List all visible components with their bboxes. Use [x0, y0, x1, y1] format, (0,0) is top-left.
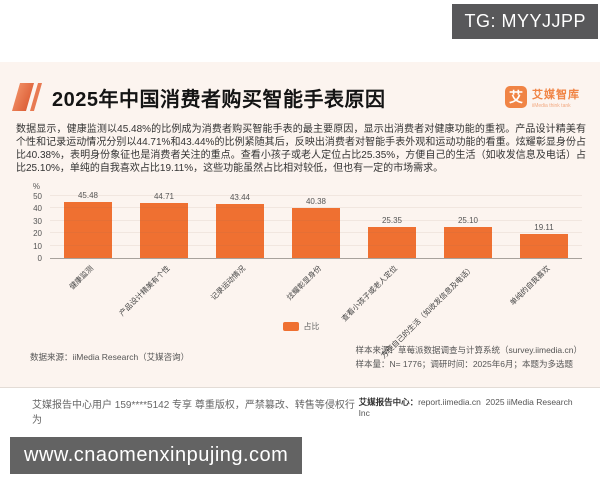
bar-group: 44.71 产品设计精美有个性 [117, 183, 202, 318]
y-axis-tick: 0 [37, 254, 42, 263]
bar-group: 19.11 单纯的自我喜欢 [506, 183, 582, 307]
report-center-text: 艾媒报告中心：report.iimedia.cn 2025 iiMedia Re… [359, 396, 582, 418]
gridline [50, 207, 582, 209]
category-label: 产品设计精美有个性 [116, 263, 172, 318]
watermark-badge: www.cnaomenxinpujing.com [10, 437, 303, 474]
copyright-text: 艾媒报告中心用户 159****5142 专享 尊重版权，严禁篡改、转售等侵权行… [32, 400, 355, 426]
report-center-url: report.iimedia.cn [418, 397, 481, 407]
iimedia-logo-icon: 艾 [505, 86, 527, 108]
category-label: 健康监测 [67, 263, 96, 292]
bar [64, 201, 112, 258]
chart-plot-area: % 0 10 20 30 40 50 45.48 健康监测 44.71 产品设计精美有个性 43.… [16, 182, 586, 360]
bar-group: 40.38 炫耀彰显身份 [278, 183, 354, 302]
bar-chart: % 0 10 20 30 40 50 45.48 健康监测 44.71 产品设计精美有个性 43.… [16, 182, 586, 360]
gridline [50, 232, 582, 234]
y-axis-tick: 20 [33, 229, 42, 239]
bar-group: 25.35 查看小孩子或老人定位 [340, 183, 430, 323]
brand-logo: 艾 艾媒智库 iiMedia think tank [505, 86, 580, 109]
category-label: 炫耀彰显身份 [284, 263, 324, 302]
bar [368, 226, 416, 258]
y-axis-tick: 40 [33, 204, 42, 214]
y-axis-tick: 10 [33, 241, 42, 251]
copyright-footer: 艾媒报告中心用户 159****5142 专享 尊重版权，严禁篡改、转售等侵权行… [0, 392, 600, 426]
y-axis: % 0 10 20 30 40 50 [16, 182, 50, 263]
brand-name-en: iiMedia think tank [532, 102, 571, 109]
bar [140, 202, 188, 258]
sample-size-note: 样本量：N= 1776；调研时间：2025年6月；本题为多选题 [355, 359, 573, 369]
card-header: 2025年中国消费者购买智能手表原因 艾 艾媒智库 iiMedia think … [11, 76, 586, 118]
bar-group: 45.48 健康监测 [50, 183, 126, 291]
report-card: 2025年中国消费者购买智能手表原因 艾 艾媒智库 iiMedia think … [0, 62, 600, 388]
bar-value-label: 43.44 [229, 193, 251, 203]
sample-notes: 样本来源：草莓派数据调查与计算系统（survey.iimedia.cn） 样本量… [355, 343, 582, 371]
gridline [50, 244, 582, 246]
tg-contact-badge: TG: MYYJJPP [452, 4, 598, 39]
legend-swatch-icon [282, 322, 299, 331]
bar [520, 234, 568, 258]
bar-value-label: 44.71 [153, 191, 175, 201]
bar [216, 204, 264, 258]
data-source-note: 数据来源：iiMedia Research（艾媒咨询） [30, 352, 190, 362]
page-title: 2025年中国消费者购买智能手表原因 [52, 88, 386, 111]
sample-source-note: 样本来源：草莓派数据调查与计算系统（survey.iimedia.cn） [355, 345, 582, 355]
legend-label: 占比 [303, 322, 320, 331]
gridline [50, 219, 582, 221]
bar-value-label: 25.35 [381, 215, 403, 225]
bar [292, 207, 340, 258]
bar-value-label: 40.38 [305, 196, 327, 206]
bar [444, 226, 492, 258]
bar-value-label: 45.48 [77, 190, 99, 200]
brand-name-cn: 艾媒智库 [532, 88, 580, 101]
slash-marker-icon [11, 83, 43, 111]
bar-group: 25.10 方便自己的生活（如收发信息及电话） [379, 183, 506, 360]
bar-group: 43.44 记录运动情况 [202, 183, 278, 302]
bars-row: 45.48 健康监测 44.71 产品设计精美有个性 43.44 记录运动情况 40.38 炫… [50, 183, 582, 360]
category-label: 单纯的自我喜欢 [507, 263, 552, 308]
report-center-label: 艾媒报告中心： [358, 397, 419, 407]
category-label: 查看小孩子或老人定位 [339, 263, 400, 324]
gridline [50, 195, 582, 196]
y-axis-unit: % [32, 182, 40, 191]
plot: 45.48 健康监测 44.71 产品设计精美有个性 43.44 记录运动情况 40.38 炫… [50, 183, 582, 360]
chart-legend: 占比 [16, 321, 586, 332]
bar-value-label: 19.11 [534, 223, 554, 233]
y-axis-tick: 50 [33, 192, 42, 201]
title-wrap: 2025年中国消费者购买智能手表原因 [11, 83, 386, 112]
source-notes: 数据来源：iiMedia Research（艾媒咨询） 样本来源：草莓派数据调查… [16, 343, 586, 371]
y-axis-tick: 30 [33, 216, 42, 226]
brand-text: 艾媒智库 iiMedia think tank [532, 86, 580, 109]
report-center-company: 2025 iiMedia Research Inc [358, 397, 573, 418]
bar-value-label: 25.10 [457, 215, 479, 225]
category-label: 记录运动情况 [208, 263, 248, 302]
summary-paragraph: 数据显示，健康监测以45.48%的比例成为消费者购买智能手表的最主要原因，显示出… [16, 124, 586, 174]
